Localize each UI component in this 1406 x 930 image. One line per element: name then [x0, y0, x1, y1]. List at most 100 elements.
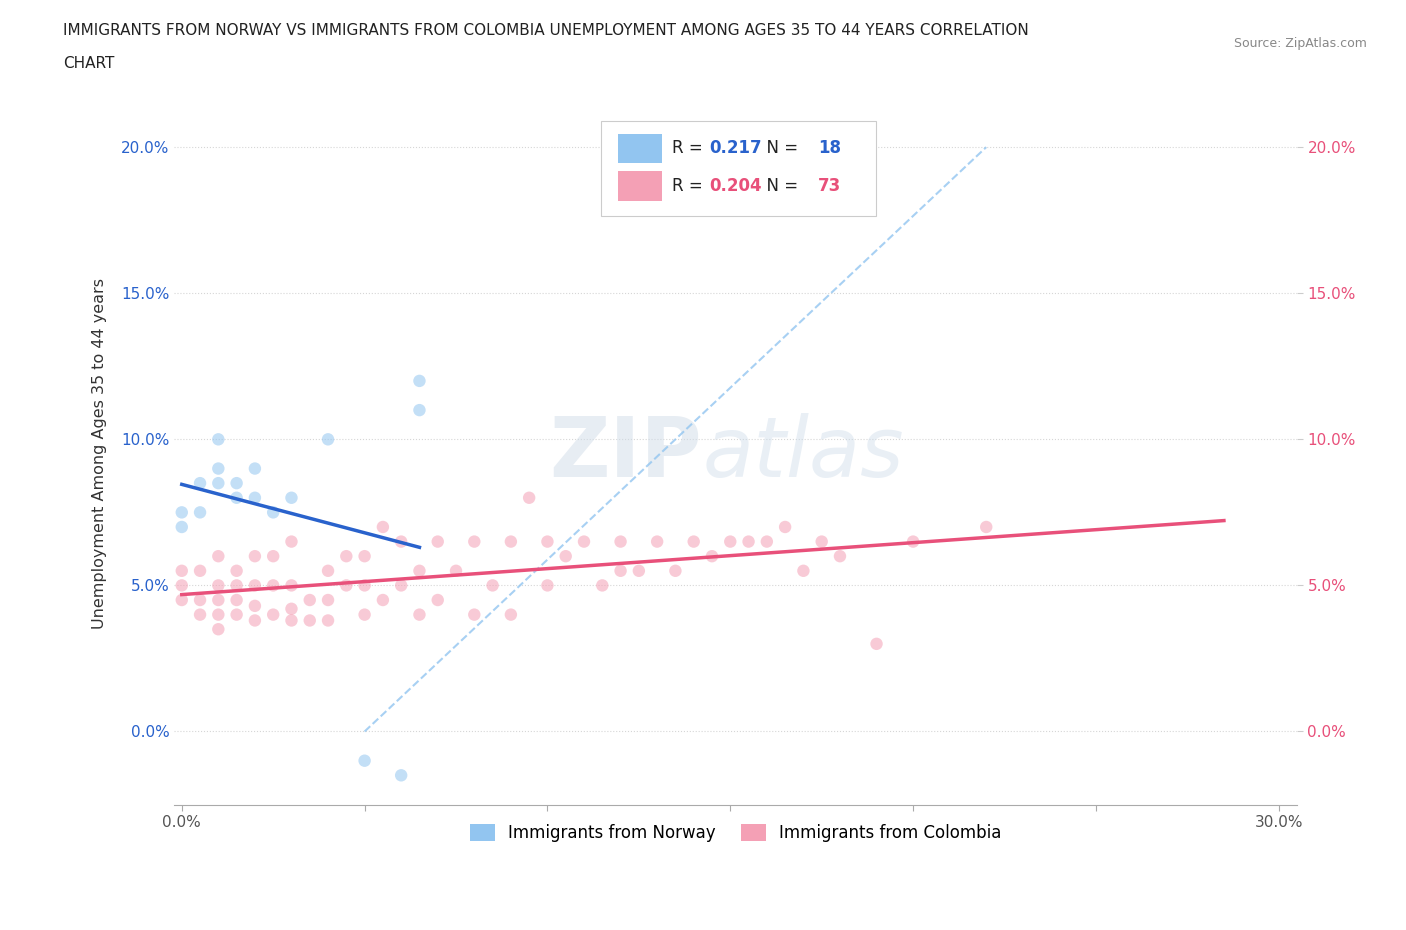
Point — [188, 607, 211, 622]
Text: atlas: atlas — [702, 414, 904, 495]
Point — [718, 534, 741, 549]
Text: 0.217: 0.217 — [709, 140, 762, 157]
Point — [188, 592, 211, 607]
Point — [700, 549, 723, 564]
Point — [262, 549, 284, 564]
Point — [207, 578, 229, 592]
Text: N =: N = — [756, 140, 803, 157]
Point — [316, 564, 339, 578]
Point — [353, 607, 375, 622]
Point — [536, 534, 558, 549]
Point — [262, 578, 284, 592]
Point — [243, 461, 266, 476]
Point — [243, 598, 266, 613]
Point — [810, 534, 832, 549]
Point — [389, 578, 412, 592]
Point — [371, 520, 394, 535]
Point — [207, 622, 229, 637]
Point — [645, 534, 668, 549]
Point — [207, 461, 229, 476]
Text: R =: R = — [672, 177, 707, 195]
Point — [316, 592, 339, 607]
Point — [170, 520, 193, 535]
Point — [389, 534, 412, 549]
Point — [353, 549, 375, 564]
Point — [280, 534, 302, 549]
Point — [554, 549, 576, 564]
Point — [207, 607, 229, 622]
Point — [225, 490, 247, 505]
Point — [591, 578, 613, 592]
Point — [225, 607, 247, 622]
Point — [243, 490, 266, 505]
Point — [481, 578, 503, 592]
Point — [755, 534, 778, 549]
Text: 0.204: 0.204 — [709, 177, 762, 195]
Point — [426, 534, 449, 549]
Point — [408, 403, 430, 418]
FancyBboxPatch shape — [617, 134, 662, 163]
Point — [243, 613, 266, 628]
Point — [974, 520, 997, 535]
Point — [353, 578, 375, 592]
FancyBboxPatch shape — [600, 121, 876, 216]
Point — [499, 534, 522, 549]
Point — [280, 490, 302, 505]
Point — [463, 534, 485, 549]
Point — [664, 564, 686, 578]
Point — [444, 564, 467, 578]
Point — [371, 592, 394, 607]
Point — [280, 602, 302, 617]
Point — [335, 549, 357, 564]
Point — [536, 578, 558, 592]
Point — [773, 520, 796, 535]
Text: ZIP: ZIP — [550, 414, 702, 495]
Point — [316, 432, 339, 446]
Point — [298, 592, 321, 607]
Point — [463, 607, 485, 622]
Point — [389, 768, 412, 783]
Point — [408, 607, 430, 622]
Text: CHART: CHART — [63, 56, 115, 71]
Point — [792, 564, 814, 578]
Legend: Immigrants from Norway, Immigrants from Colombia: Immigrants from Norway, Immigrants from … — [463, 817, 1008, 849]
Point — [408, 564, 430, 578]
Point — [225, 578, 247, 592]
Point — [225, 592, 247, 607]
Point — [243, 578, 266, 592]
Point — [188, 505, 211, 520]
Point — [207, 432, 229, 446]
Point — [262, 505, 284, 520]
Point — [627, 564, 650, 578]
Point — [170, 564, 193, 578]
Point — [280, 578, 302, 592]
Text: N =: N = — [756, 177, 803, 195]
Point — [865, 636, 887, 651]
Point — [517, 490, 540, 505]
Point — [225, 564, 247, 578]
Point — [298, 613, 321, 628]
Point — [207, 476, 229, 491]
Text: 73: 73 — [818, 177, 841, 195]
Point — [408, 374, 430, 389]
FancyBboxPatch shape — [617, 171, 662, 201]
Point — [572, 534, 595, 549]
Point — [499, 607, 522, 622]
Point — [335, 578, 357, 592]
Point — [207, 592, 229, 607]
Point — [170, 592, 193, 607]
Text: 18: 18 — [818, 140, 841, 157]
Point — [243, 549, 266, 564]
Point — [426, 592, 449, 607]
Point — [682, 534, 704, 549]
Point — [188, 476, 211, 491]
Text: Source: ZipAtlas.com: Source: ZipAtlas.com — [1233, 37, 1367, 50]
Point — [225, 476, 247, 491]
Point — [188, 564, 211, 578]
Text: IMMIGRANTS FROM NORWAY VS IMMIGRANTS FROM COLOMBIA UNEMPLOYMENT AMONG AGES 35 TO: IMMIGRANTS FROM NORWAY VS IMMIGRANTS FRO… — [63, 23, 1029, 38]
Point — [280, 613, 302, 628]
Point — [170, 505, 193, 520]
Point — [262, 607, 284, 622]
Point — [170, 578, 193, 592]
Point — [901, 534, 924, 549]
